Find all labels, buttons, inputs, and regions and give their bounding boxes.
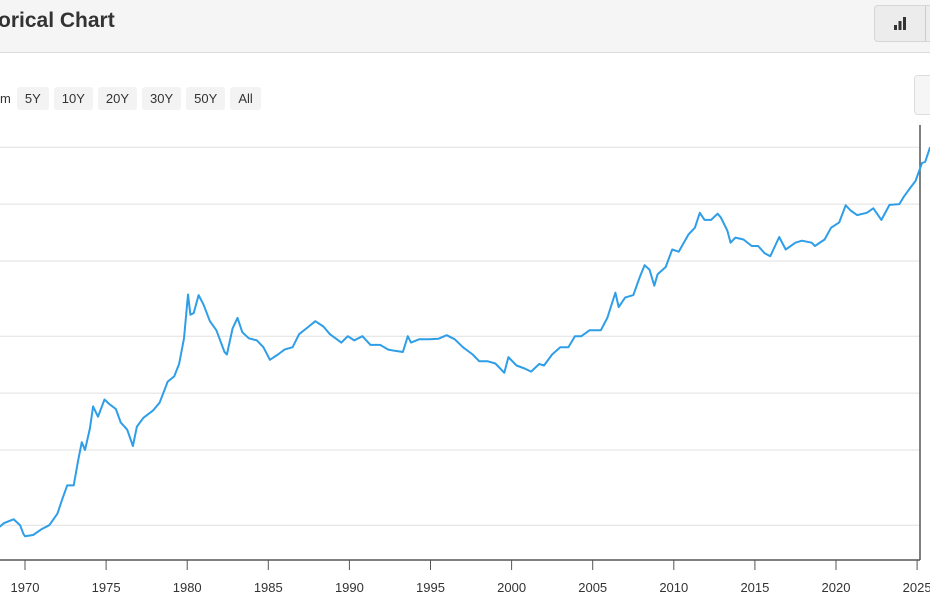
price-series-line bbox=[0, 146, 930, 538]
x-tick-label: 2005 bbox=[578, 580, 607, 595]
zoom-10y-button[interactable]: 10Y bbox=[53, 86, 93, 110]
zoom-20y-button[interactable]: 20Y bbox=[97, 86, 138, 110]
x-tick-label: 1985 bbox=[254, 580, 283, 595]
x-tick-label: 2010 bbox=[659, 580, 688, 595]
zoom-50y-button[interactable]: 50Y bbox=[186, 86, 226, 110]
zoom-all-button[interactable]: All bbox=[230, 86, 261, 110]
x-tick-label: 1975 bbox=[92, 580, 121, 595]
zoom-label: m bbox=[0, 90, 11, 106]
x-tick-label: 1980 bbox=[173, 580, 202, 595]
x-tick-label: 1970 bbox=[11, 580, 40, 595]
zoom-5y-button[interactable]: 5Y bbox=[16, 86, 49, 110]
x-axis: 1970 1975 1980 1985 1990 1995 2000 2005 2010 2015… bbox=[0, 125, 930, 595]
bar-chart-icon bbox=[894, 17, 906, 30]
button-divider bbox=[925, 6, 926, 41]
gridlines bbox=[0, 146, 920, 526]
page-title: orical Chart bbox=[0, 9, 115, 32]
chart-menu-button[interactable] bbox=[914, 75, 930, 115]
zoom-selector: m 5Y 10Y 20Y 30Y 50Y All bbox=[0, 86, 266, 110]
x-tick-label: 1990 bbox=[335, 580, 364, 595]
x-tick-label: 2015 bbox=[740, 580, 769, 595]
zoom-30y-button[interactable]: 30Y bbox=[142, 86, 182, 110]
x-tick-label: 2025 bbox=[903, 580, 930, 595]
x-tick-label: 2020 bbox=[822, 580, 851, 595]
chart-header: orical Chart bbox=[0, 0, 930, 53]
chart-type-button[interactable] bbox=[874, 5, 930, 42]
x-tick-label: 1995 bbox=[416, 580, 445, 595]
x-tick-label: 2000 bbox=[497, 580, 526, 595]
